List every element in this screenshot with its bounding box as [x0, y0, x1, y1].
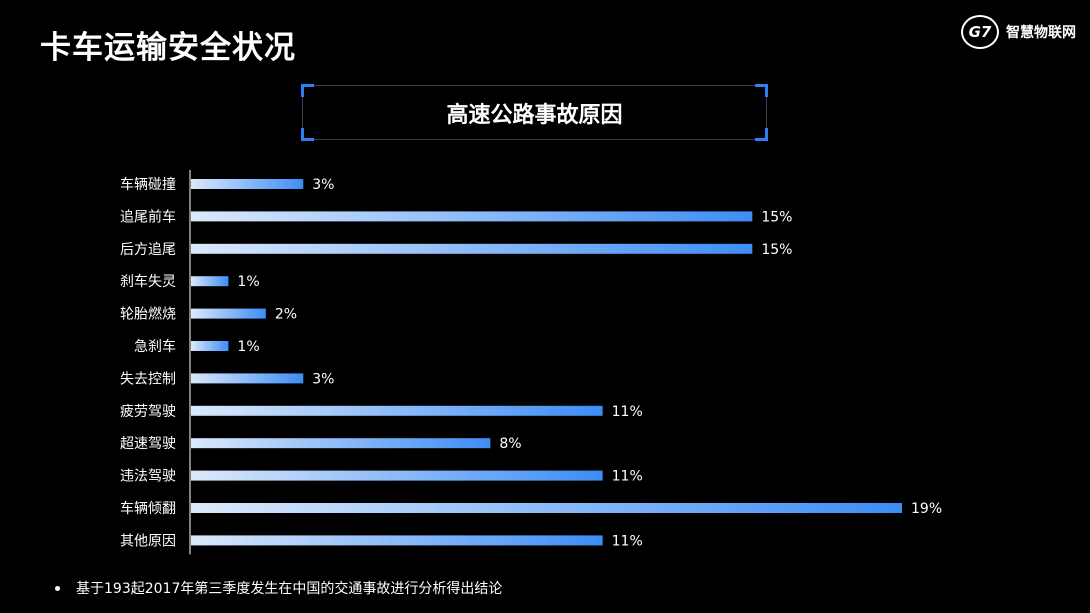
footnote: 基于193起2017年第三季度发生在中国的交通事故进行分析得出结论: [55, 578, 502, 598]
data-label: 11%: [612, 533, 643, 549]
brand-name: 智慧物联网: [1006, 25, 1076, 41]
bar: [191, 243, 753, 254]
bullet-icon: [55, 585, 60, 591]
bar: [191, 179, 304, 189]
category-label: 车辆倾翻: [120, 500, 176, 517]
bar: [191, 308, 266, 319]
data-label: 19%: [911, 501, 942, 517]
data-label: 1%: [237, 274, 259, 290]
bar: [191, 470, 603, 481]
data-label: 1%: [237, 339, 259, 355]
data-label: 11%: [612, 404, 643, 420]
frame-corner: [301, 84, 314, 97]
page-title: 卡车运输安全状况: [40, 30, 296, 66]
frame-corner: [301, 128, 314, 141]
data-label: 8%: [499, 436, 521, 452]
category-label: 其他原因: [120, 533, 176, 549]
data-label: 3%: [312, 371, 334, 387]
data-label: 2%: [275, 307, 297, 323]
bar: [191, 503, 902, 513]
bar: [191, 405, 603, 416]
category-label: 刹车失灵: [120, 273, 176, 290]
data-label: 11%: [612, 469, 643, 485]
data-label: 3%: [312, 177, 334, 193]
data-label: 15%: [761, 209, 792, 225]
category-label: 车辆碰撞: [120, 176, 176, 193]
category-label: 急刹车: [134, 338, 176, 355]
brand-logo: G7 智慧物联网: [961, 14, 1076, 50]
bar: [191, 211, 753, 222]
g7-logo-icon: G7: [961, 15, 999, 49]
category-label: 后方追尾: [120, 242, 176, 258]
bar: [191, 438, 491, 449]
category-label: 疲劳驾驶: [120, 403, 176, 420]
data-label: 15%: [761, 242, 792, 258]
chart-title-frame: 高速公路事故原因: [301, 84, 768, 141]
bar: [191, 535, 603, 546]
category-label: 轮胎燃烧: [120, 306, 176, 323]
frame-corner: [755, 84, 768, 97]
footnote-text: 基于193起2017年第三季度发生在中国的交通事故进行分析得出结论: [76, 581, 503, 597]
category-label: 超速驾驶: [120, 436, 176, 452]
chart-title: 高速公路事故原因: [446, 102, 623, 128]
category-label: 追尾前车: [120, 208, 176, 225]
bar: [191, 341, 229, 351]
frame-corner: [755, 128, 768, 141]
category-label: 违法驾驶: [120, 469, 176, 485]
bar: [191, 373, 304, 384]
bar: [191, 276, 229, 287]
category-label: 失去控制: [120, 371, 176, 387]
